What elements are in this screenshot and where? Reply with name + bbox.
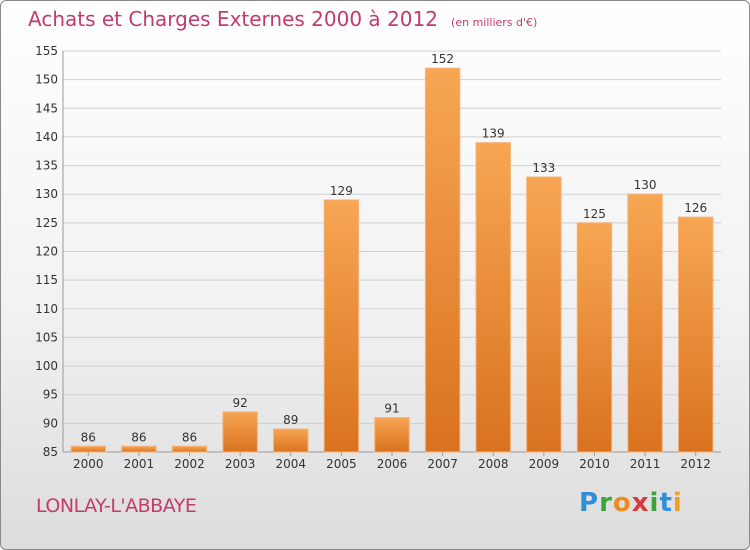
axes xyxy=(62,51,721,456)
x-tick-label: 2006 xyxy=(377,457,408,471)
place-name: LONLAY-L'ABBAYE xyxy=(36,495,197,517)
x-tick-label: 2012 xyxy=(680,457,711,471)
x-tick-label: 2004 xyxy=(275,457,306,471)
x-tick-label: 2010 xyxy=(579,457,610,471)
bar-value-label: 86 xyxy=(81,430,96,444)
y-tick-label: 85 xyxy=(43,445,58,459)
x-tick-label: 2007 xyxy=(427,457,458,471)
x-tick-label: 2008 xyxy=(478,457,509,471)
bar xyxy=(70,445,107,453)
bar xyxy=(323,199,360,453)
logo-letter: x xyxy=(631,488,650,518)
bar xyxy=(273,428,309,453)
bar xyxy=(576,222,613,453)
bar-value-label: 130 xyxy=(634,178,657,192)
bar-value-label: 129 xyxy=(330,184,353,198)
bar xyxy=(526,176,562,453)
bar-value-label: 89 xyxy=(283,413,298,427)
y-tick-label: 95 xyxy=(43,388,58,402)
x-tick-label: 2009 xyxy=(529,457,560,471)
logo-letter: r xyxy=(599,488,613,518)
logo-letter: P xyxy=(579,488,600,518)
bar-value-label: 86 xyxy=(182,430,197,444)
bar xyxy=(222,411,258,453)
bar-value-label: 152 xyxy=(431,52,454,66)
bar-value-label: 139 xyxy=(482,127,505,141)
logo-letter: i xyxy=(649,488,660,518)
title-block: Achats et Charges Externes 2000 à 2012 (… xyxy=(28,7,537,31)
bar-value-label: 133 xyxy=(532,161,555,175)
y-tick-label: 135 xyxy=(35,159,58,173)
x-tick-label: 2002 xyxy=(174,457,205,471)
x-tick-label: 2011 xyxy=(630,457,661,471)
y-tick-label: 115 xyxy=(35,273,58,287)
x-tick-label: 2001 xyxy=(124,457,155,471)
y-tick-label: 110 xyxy=(35,302,58,316)
labels: 85 90 95 100 105 110 115 120 125 130 135 140 145 150 1… xyxy=(35,44,711,471)
bar xyxy=(374,417,410,453)
y-tick-label: 105 xyxy=(35,330,58,344)
bar xyxy=(627,193,663,453)
bar-value-label: 91 xyxy=(384,402,399,416)
y-tick-label: 155 xyxy=(35,44,58,58)
x-tick-label: 2003 xyxy=(225,457,256,471)
bar-value-label: 86 xyxy=(131,430,146,444)
bar xyxy=(171,445,208,453)
bars xyxy=(70,67,714,453)
x-tick-label: 2005 xyxy=(326,457,357,471)
y-tick-label: 140 xyxy=(35,130,58,144)
grid-lines xyxy=(63,50,721,453)
x-tick-label: 2000 xyxy=(73,457,104,471)
bar xyxy=(475,142,511,453)
y-tick-label: 100 xyxy=(35,359,58,373)
y-tick-label: 150 xyxy=(35,73,58,87)
bar xyxy=(677,216,714,453)
y-tick-label: 130 xyxy=(35,187,58,201)
chart-subtitle: (en milliers d'€) xyxy=(451,16,538,29)
proxiti-logo: Proxiti xyxy=(579,488,683,518)
bar-value-label: 125 xyxy=(583,207,606,221)
y-tick-label: 120 xyxy=(35,245,58,259)
logo-letter: t xyxy=(659,488,673,518)
bar xyxy=(121,445,157,453)
logo-letter: i xyxy=(672,488,683,518)
y-tick-label: 90 xyxy=(43,416,58,430)
logo-letter: o xyxy=(612,488,632,518)
bar-value-label: 92 xyxy=(233,396,248,410)
bar-value-label: 126 xyxy=(684,201,707,215)
chart-title: Achats et Charges Externes 2000 à 2012 xyxy=(28,7,438,31)
y-tick-label: 125 xyxy=(35,216,58,230)
y-tick-label: 145 xyxy=(35,101,58,115)
bar xyxy=(424,67,461,453)
